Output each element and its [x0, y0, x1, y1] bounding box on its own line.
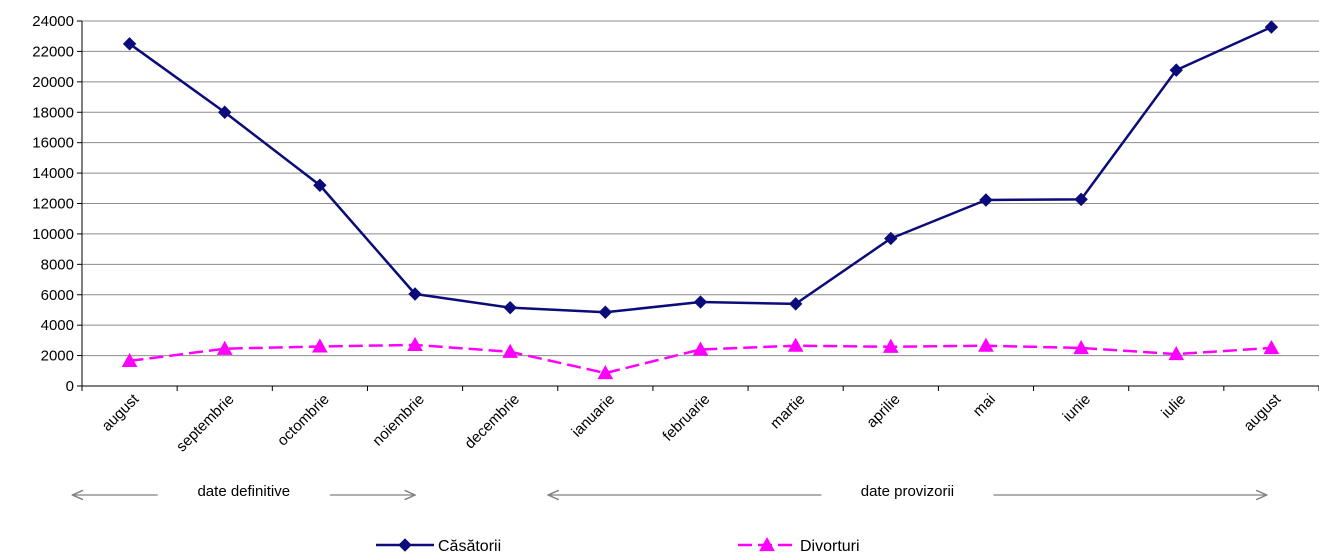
data-point-triangle — [407, 336, 423, 352]
series-casatorii — [122, 20, 1279, 319]
data-point-triangle — [1263, 339, 1280, 355]
annotation-date-definitive: date definitive — [72, 483, 415, 500]
y-tick-label: 20000 — [32, 74, 74, 91]
data-point-diamond — [788, 297, 803, 311]
annotation-label: date definitive — [197, 483, 290, 500]
data-point-triangle — [1073, 339, 1089, 355]
y-tick-label: 16000 — [32, 135, 74, 152]
data-point-diamond — [313, 178, 327, 192]
data-point-triangle — [597, 365, 614, 380]
series-line — [128, 25, 1272, 314]
data-point-diamond — [693, 295, 708, 309]
annotation-date-provizorii: date provizorii — [548, 483, 1266, 500]
data-point-triangle — [502, 343, 519, 358]
x-tick-label: iunie — [1060, 391, 1094, 425]
x-tick-label: decembrie — [461, 391, 523, 453]
data-point-triangle — [692, 341, 709, 356]
legend-item-casatorii: Căsătorii — [376, 538, 501, 553]
data-point-triangle — [978, 337, 994, 352]
x-tick-label: octombrie — [274, 391, 333, 450]
y-axis-tick-labels: 0 2000 4000 6000 8000 10000 12000 14000 16000 180… — [32, 13, 74, 395]
legend-label: Divorturi — [800, 538, 860, 553]
axes — [77, 20, 1319, 391]
data-point-triangle — [882, 338, 899, 353]
data-point-triangle — [216, 340, 233, 355]
x-tick-label: august — [99, 390, 143, 434]
legend-marker-diamond — [398, 538, 412, 552]
data-point-diamond — [598, 305, 613, 319]
x-tick-label: septembrie — [173, 391, 237, 455]
y-tick-label: 6000 — [41, 287, 74, 304]
grid-lines — [82, 20, 1319, 357]
data-point-diamond — [979, 193, 993, 207]
annotation-label: date provizorii — [861, 483, 954, 500]
data-point-diamond — [884, 231, 898, 246]
y-tick-label: 4000 — [41, 317, 74, 334]
x-tick-label: mai — [970, 391, 999, 420]
x-tick-label: martie — [767, 391, 808, 432]
data-point-diamond — [122, 37, 137, 51]
y-tick-label: 18000 — [32, 104, 74, 121]
legend: Căsătorii Divorturi — [376, 536, 860, 553]
legend-item-divorturi: Divorturi — [738, 536, 860, 553]
data-point-triangle — [121, 352, 138, 368]
y-tick-label: 8000 — [41, 256, 74, 273]
data-point-diamond — [1074, 192, 1088, 207]
x-tick-label: noiembrie — [369, 391, 428, 450]
x-tick-label: februarie — [659, 391, 713, 445]
data-point-triangle — [787, 337, 804, 352]
data-point-triangle — [312, 338, 328, 353]
y-tick-label: 10000 — [32, 226, 74, 243]
x-tick-label: aprilie — [863, 391, 903, 431]
y-tick-label: 0 — [66, 378, 74, 395]
y-tick-label: 12000 — [32, 196, 74, 213]
x-tick-label: ianuarie — [568, 391, 618, 441]
y-tick-label: 22000 — [32, 43, 74, 60]
x-axis-tick-labels: august septembrie octombrie noiembrie decemb… — [99, 390, 1285, 455]
legend-label: Căsătorii — [438, 538, 501, 553]
series — [121, 20, 1280, 380]
data-point-diamond — [1264, 20, 1279, 34]
legend-marker-triangle — [759, 536, 775, 552]
y-tick-label: 24000 — [32, 13, 74, 30]
data-point-diamond — [503, 300, 517, 315]
data-point-triangle — [1168, 346, 1185, 361]
data-point-diamond — [1169, 63, 1183, 77]
data-point-diamond — [408, 287, 422, 301]
data-point-diamond — [218, 105, 232, 119]
y-tick-label: 2000 — [41, 348, 74, 365]
series-divorturi — [121, 336, 1280, 380]
period-annotations: date definitive date provizorii — [72, 483, 1266, 500]
x-tick-label: august — [1240, 390, 1284, 434]
y-tick-label: 14000 — [32, 165, 74, 182]
x-tick-label: iulie — [1158, 391, 1189, 422]
